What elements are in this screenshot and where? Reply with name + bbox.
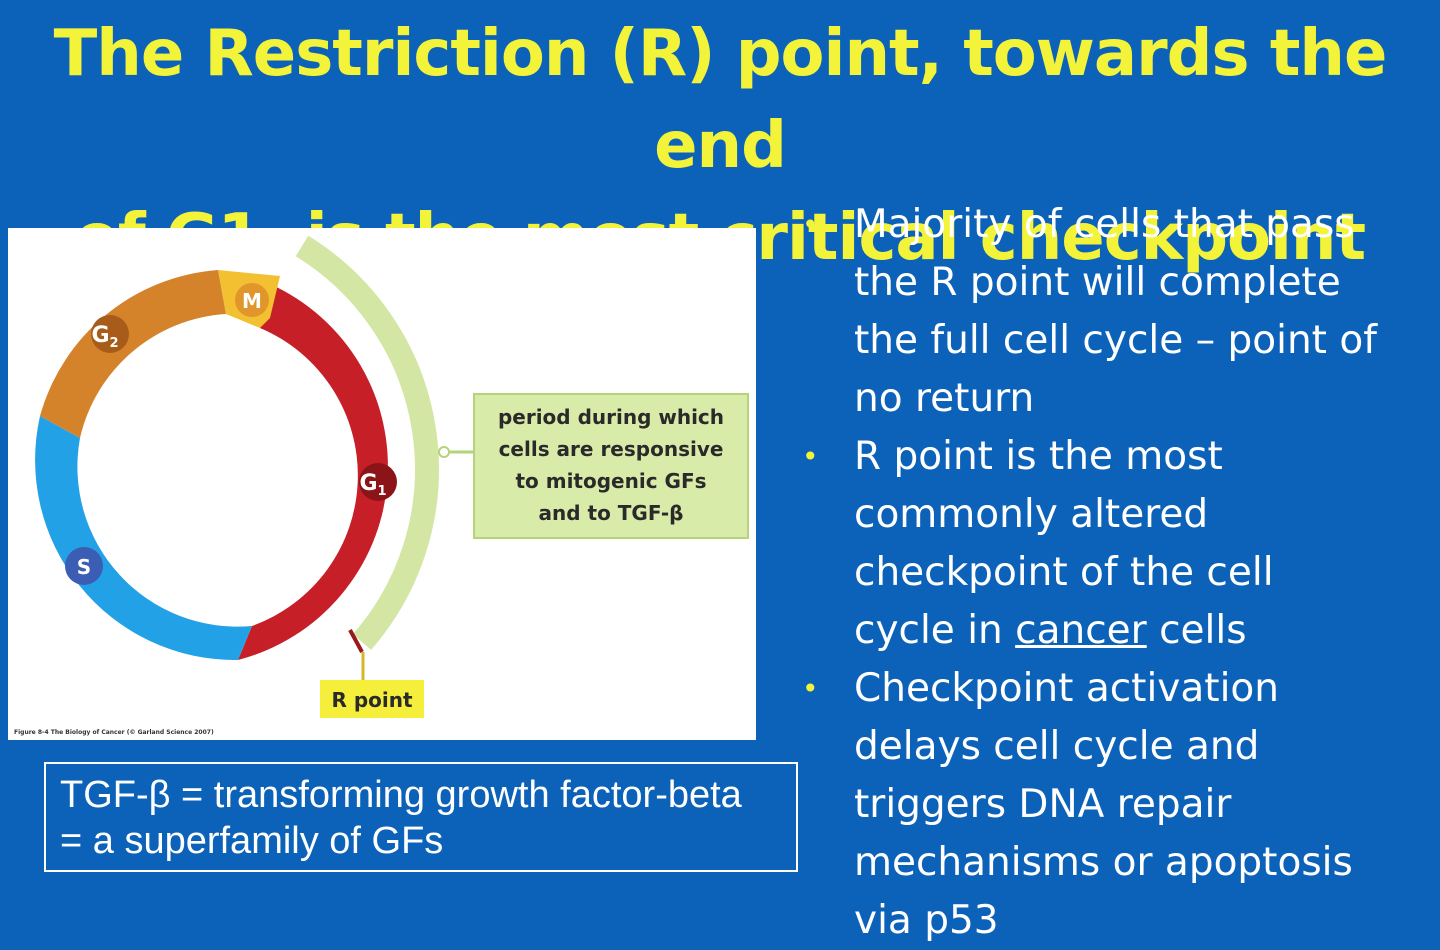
cancer-link-text: cancer: [1015, 608, 1147, 653]
g2-badge: [91, 315, 129, 353]
cell-cycle-figure: M G2 G1 S R point period during which ce…: [8, 228, 756, 740]
r-point-box: [320, 680, 424, 718]
bullet-line: Majority of cells that pass: [854, 202, 1355, 247]
callout-line-3: to mitogenic GFs: [515, 469, 706, 493]
bullet-line: commonly altered: [854, 492, 1209, 537]
definition-line-1: TGF-β = transforming growth factor-beta: [60, 774, 742, 816]
bullet-line: delays cell cycle and: [854, 724, 1260, 769]
bullet-line: Checkpoint activation: [854, 666, 1279, 711]
r-point-tick: [348, 629, 364, 653]
g2-segment: [40, 270, 226, 438]
bullet-line: triggers DNA repair: [854, 782, 1232, 827]
bullet-line: cycle in cancer cells: [854, 608, 1247, 653]
bullet-line: the R point will complete: [854, 260, 1341, 305]
cell-cycle-diagram: M G2 G1 S R point period during which ce…: [14, 235, 749, 736]
m-label: M: [242, 289, 262, 313]
bullet-marker: •: [802, 208, 819, 241]
bullet-list: • Majority of cells that pass the R poin…: [800, 196, 1420, 950]
m-badge: [235, 283, 269, 317]
g1-badge: [359, 463, 397, 501]
tgf-beta-definition-box: TGF-β = transforming growth factor-beta …: [44, 762, 798, 872]
bullet-item-checkpoint-activation: • Checkpoint activation delays cell cycl…: [800, 660, 1420, 950]
responsive-period-arc: [295, 235, 439, 650]
bullet-marker: •: [802, 672, 819, 705]
callout-line-2: cells are responsive: [499, 437, 724, 461]
callout-line-4: and to TGF-β: [539, 501, 684, 525]
bullet-line: mechanisms or apoptosis: [854, 840, 1353, 885]
bullet-line: R point is the most: [854, 434, 1223, 479]
figure-caption: Figure 8-4 The Biology of Cancer (© Garl…: [14, 729, 214, 736]
callout-box: [473, 393, 749, 539]
r-point-label: R point: [331, 688, 413, 712]
bullet-line: the full cell cycle – point of: [854, 318, 1377, 363]
bullet-line: no return: [854, 376, 1035, 421]
bullet-item-r-point-no-return: • Majority of cells that pass the R poin…: [800, 196, 1420, 428]
s-segment: [35, 416, 252, 661]
title-line-1: The Restriction (R) point, towards the e…: [53, 17, 1388, 183]
callout-line-1: period during which: [498, 405, 724, 429]
g1-segment: [238, 284, 388, 660]
s-badge: [65, 547, 103, 585]
definition-line-2: = a superfamily of GFs: [60, 820, 444, 862]
bullet-marker: •: [802, 440, 819, 473]
s-label: S: [77, 555, 91, 579]
g1-label: G1: [359, 471, 386, 499]
callout-connector-dot: [438, 446, 450, 458]
g2-label: G2: [91, 323, 118, 351]
bullet-item-commonly-altered: • R point is the most commonly altered c…: [800, 428, 1420, 660]
bullet-line: via p53: [854, 898, 999, 943]
bullet-line: checkpoint of the cell: [854, 550, 1274, 595]
